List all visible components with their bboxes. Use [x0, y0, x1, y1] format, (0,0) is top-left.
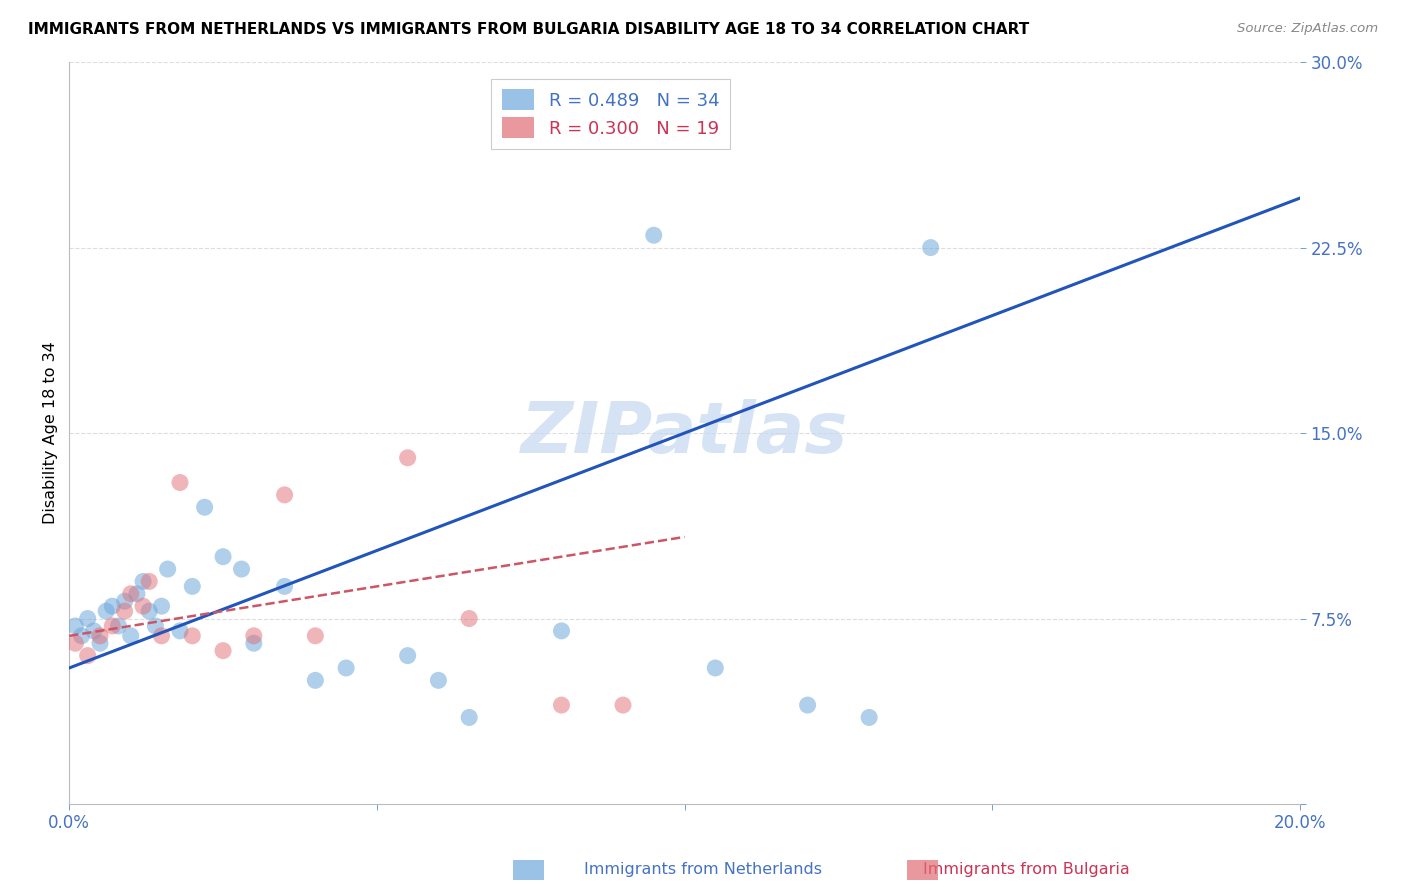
Point — [76, 611, 98, 625]
Point — [120, 587, 142, 601]
Point — [243, 629, 266, 643]
Point — [212, 549, 235, 564]
Point — [704, 661, 727, 675]
Point — [458, 710, 481, 724]
Point — [125, 587, 148, 601]
Point — [132, 599, 155, 614]
Point — [101, 599, 124, 614]
Point — [231, 562, 253, 576]
Point — [138, 574, 160, 589]
Text: Immigrants from Netherlands: Immigrants from Netherlands — [583, 863, 823, 877]
Point — [120, 629, 142, 643]
Point — [304, 629, 326, 643]
Point — [169, 624, 191, 638]
Point — [643, 228, 665, 243]
Point — [169, 475, 191, 490]
Point — [920, 241, 942, 255]
Point — [212, 643, 235, 657]
Point — [156, 562, 179, 576]
Point — [194, 500, 217, 515]
Point — [273, 488, 295, 502]
Point — [114, 594, 136, 608]
Point — [427, 673, 450, 688]
Point — [304, 673, 326, 688]
Point — [550, 624, 572, 638]
Point — [83, 624, 105, 638]
Point — [796, 698, 818, 712]
Point — [181, 629, 204, 643]
Point — [243, 636, 266, 650]
Point — [396, 648, 419, 663]
Text: Source: ZipAtlas.com: Source: ZipAtlas.com — [1237, 22, 1378, 36]
Point — [76, 648, 98, 663]
Point — [65, 636, 87, 650]
Point — [94, 604, 117, 618]
Point — [114, 604, 136, 618]
Point — [612, 698, 634, 712]
Text: ZIPatlas: ZIPatlas — [520, 399, 848, 467]
Point — [335, 661, 357, 675]
Point — [150, 599, 173, 614]
Point — [150, 629, 173, 643]
Point — [858, 710, 880, 724]
Point — [458, 611, 481, 625]
Point — [550, 698, 572, 712]
Point — [145, 619, 167, 633]
Text: IMMIGRANTS FROM NETHERLANDS VS IMMIGRANTS FROM BULGARIA DISABILITY AGE 18 TO 34 : IMMIGRANTS FROM NETHERLANDS VS IMMIGRANT… — [28, 22, 1029, 37]
Point — [101, 619, 124, 633]
Point — [181, 579, 204, 593]
Point — [138, 604, 160, 618]
Y-axis label: Disability Age 18 to 34: Disability Age 18 to 34 — [44, 342, 58, 524]
Point — [70, 629, 93, 643]
Point — [273, 579, 295, 593]
Point — [89, 629, 111, 643]
Legend: R = 0.489   N = 34, R = 0.300   N = 19: R = 0.489 N = 34, R = 0.300 N = 19 — [491, 78, 730, 149]
Text: Immigrants from Bulgaria: Immigrants from Bulgaria — [922, 863, 1130, 877]
Point — [89, 636, 111, 650]
Point — [396, 450, 419, 465]
Point — [107, 619, 129, 633]
Point — [65, 619, 87, 633]
Point — [132, 574, 155, 589]
